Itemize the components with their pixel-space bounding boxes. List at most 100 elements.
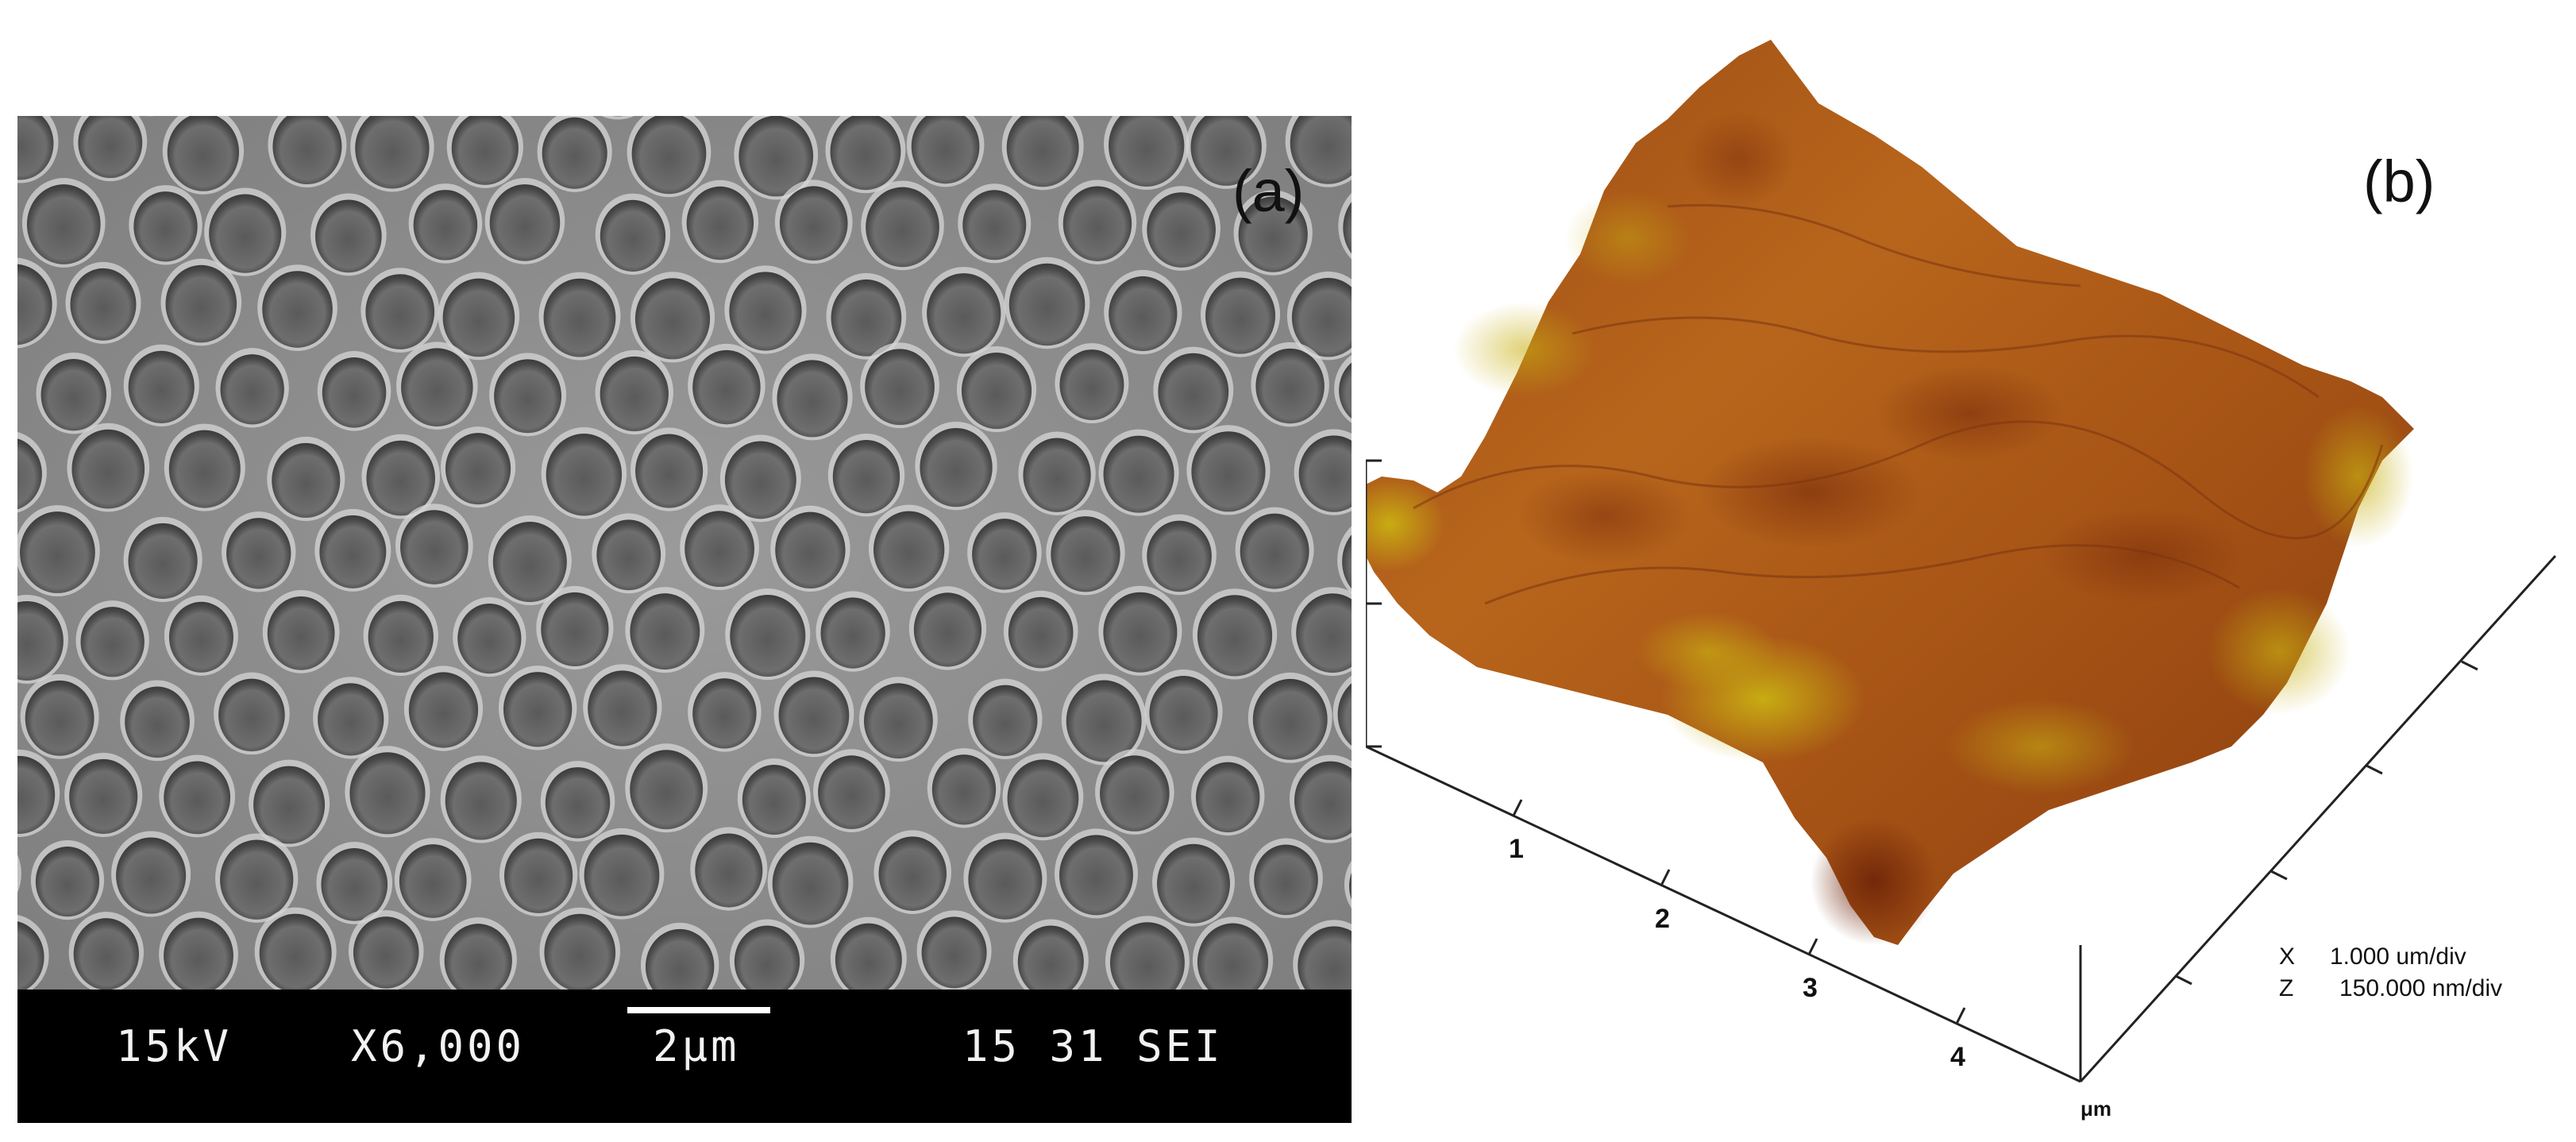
pore [401, 348, 473, 426]
sem-panel: (a) 15kV X6,000 2μm 15 31 SEI [17, 116, 1352, 1123]
pore [262, 271, 333, 348]
pore [687, 187, 754, 260]
sem-scale-label: 2μm [653, 1021, 740, 1071]
pore [128, 523, 197, 599]
pore [353, 916, 419, 989]
x-tick-2: 2 [1655, 904, 1670, 934]
pore [1063, 187, 1132, 261]
pore [409, 672, 478, 747]
pore [366, 441, 435, 516]
pore [1109, 276, 1177, 351]
sem-micrograph [17, 116, 1352, 990]
panel-b-label: (b) [2363, 148, 2435, 215]
pore [1255, 349, 1324, 423]
pore [962, 353, 1032, 429]
pore [504, 839, 573, 913]
pore [833, 440, 900, 513]
pore [818, 755, 885, 829]
pore [584, 835, 660, 916]
panel-a-label: (a) [1232, 157, 1304, 225]
pore [1157, 844, 1230, 924]
sem-voltage: 15kV [116, 1021, 232, 1071]
pore [725, 441, 796, 519]
pore [630, 750, 703, 829]
pore [1240, 514, 1309, 589]
pore [864, 683, 933, 758]
pore [1104, 436, 1174, 513]
pore [865, 349, 935, 425]
pore [927, 273, 1001, 353]
pore [368, 601, 434, 673]
pore [600, 357, 669, 431]
pore [1100, 755, 1170, 831]
pore [831, 116, 901, 190]
pore [1254, 845, 1318, 916]
pore [695, 834, 762, 908]
pore [600, 200, 665, 272]
pore [36, 847, 99, 916]
pore [1205, 278, 1275, 354]
pore [873, 511, 944, 588]
pore [1253, 679, 1328, 760]
pore [164, 761, 230, 834]
pore [445, 762, 517, 839]
x-tick-1: 1 [1509, 834, 1524, 864]
pore [1191, 431, 1265, 511]
sem-image-id: 15 31 SEI [962, 1021, 1224, 1071]
pore [1008, 597, 1074, 669]
pore [684, 511, 754, 587]
pore [779, 677, 850, 754]
pore [1059, 835, 1133, 915]
legend-z-key: Z [2279, 975, 2293, 1002]
pore [962, 190, 1026, 260]
pore [1059, 349, 1124, 420]
sem-magnification: X6,000 [351, 1021, 525, 1071]
pore [730, 595, 805, 677]
pore [780, 186, 848, 260]
pore [544, 279, 616, 357]
pore [445, 433, 511, 504]
afm-panel: 1 2 3 4 μm (b) X 1.000 um/div Z 150.000 … [1366, 0, 2576, 1138]
pore [692, 350, 761, 425]
pore [866, 187, 939, 268]
pore [20, 511, 95, 593]
pore [541, 592, 608, 666]
pore [630, 593, 700, 669]
pore [218, 679, 285, 752]
pore [729, 272, 801, 350]
pore [69, 759, 137, 834]
pore [318, 683, 384, 755]
pore [226, 518, 291, 588]
pore [920, 428, 992, 507]
pore [1009, 264, 1086, 346]
pore [596, 519, 661, 590]
pore [1023, 438, 1090, 512]
pore [1147, 521, 1212, 592]
pore [1149, 676, 1217, 750]
pore [742, 765, 806, 835]
pore [27, 184, 101, 264]
pore [349, 752, 425, 834]
pore [773, 843, 849, 925]
pore [914, 592, 981, 666]
pore [165, 265, 237, 343]
legend-x-value: 1.000 um/div [2330, 943, 2466, 970]
sem-pore-texture [17, 116, 1352, 990]
pore [125, 686, 190, 758]
pore [1051, 516, 1120, 592]
pore [168, 116, 239, 191]
pore [632, 116, 707, 194]
pore [70, 268, 136, 341]
pore [490, 184, 561, 261]
pore [209, 195, 281, 273]
pore [1158, 353, 1228, 430]
pore [400, 510, 469, 585]
pore [25, 681, 94, 756]
pore [253, 766, 325, 844]
legend-z-value: 150.000 nm/div [2339, 975, 2502, 1002]
pore [319, 515, 386, 588]
pore [365, 274, 434, 349]
pore [820, 597, 885, 668]
pore [973, 685, 1037, 756]
scale-bar [627, 1007, 770, 1013]
